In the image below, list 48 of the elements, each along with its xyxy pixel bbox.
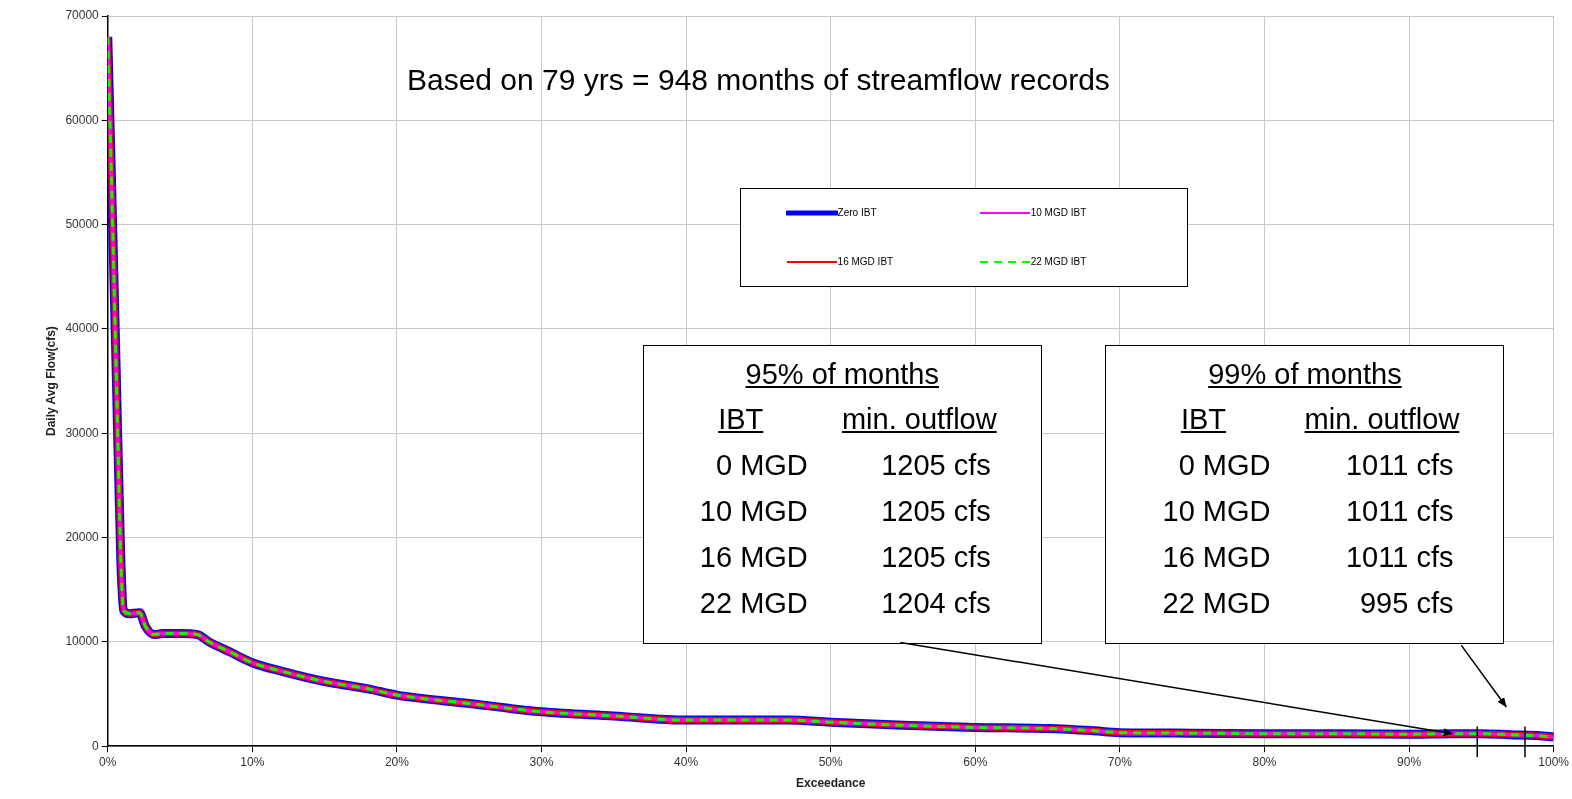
y-tick-label: 50000 [65,216,100,231]
y-tick-label: 20000 [65,529,100,544]
legend-label: 10 MGD IBT [1030,207,1087,219]
legend-label: 16 MGD IBT [837,256,894,268]
y-tick-label: 40000 [65,321,100,336]
x-tick-label: 60% [963,754,988,769]
annotation: 1011 cfs [1344,493,1455,529]
annotation: 1205 cfs [880,493,992,529]
annotation: 1011 cfs [1344,447,1455,483]
annotation: 10 MGD [698,493,809,529]
x-tick-label: 40% [674,754,699,769]
x-tick-label: 10% [240,754,265,769]
annotation: 0 MGD [714,447,809,483]
x-tick-label: 30% [529,754,554,769]
annotation: 1205 cfs [880,539,992,575]
annotation: 22 MGD [1161,585,1272,621]
annotation: 95% of months [744,356,940,392]
annotation: 99% of months [1207,356,1403,392]
annotation: 995 cfs [1358,585,1455,621]
x-tick-label: 80% [1252,754,1277,769]
annotation: min. outflow [1303,401,1461,437]
annotation: 16 MGD [1161,539,1272,575]
y-tick-label: 60000 [65,112,100,127]
x-tick-label: 70% [1107,754,1133,769]
annotation: 1011 cfs [1344,539,1455,575]
legend-label: 22 MGD IBT [1030,256,1087,268]
annotation: 16 MGD [698,539,809,575]
annotation: min. outflow [840,401,998,437]
annotation: 0 MGD [1177,447,1272,483]
x-tick-label: 0% [99,754,117,769]
annotation: 1204 cfs [880,585,992,621]
x-tick-label: 20% [384,754,410,769]
annotation: 1205 cfs [880,447,992,483]
legend-label: Zero IBT [837,207,877,219]
x-axis-title: Exceedance [796,776,866,791]
y-tick-label: 0 [92,738,100,753]
x-tick-label: 90% [1397,754,1422,769]
annotation: Based on 79 yrs = 948 months of streamflow records [405,63,1111,98]
y-tick-label: 70000 [65,8,100,23]
annotation: 22 MGD [698,585,809,621]
annotation: IBT [1179,401,1227,437]
y-tick-label: 30000 [65,425,100,440]
x-tick-label: 50% [818,754,844,769]
annotation: IBT [717,401,765,437]
annotation: 10 MGD [1161,493,1272,529]
x-tick-label: 100% [1538,754,1570,769]
y-tick-label: 10000 [65,634,100,649]
y-axis-title: Daily Avg Flow(cfs) [43,326,58,436]
